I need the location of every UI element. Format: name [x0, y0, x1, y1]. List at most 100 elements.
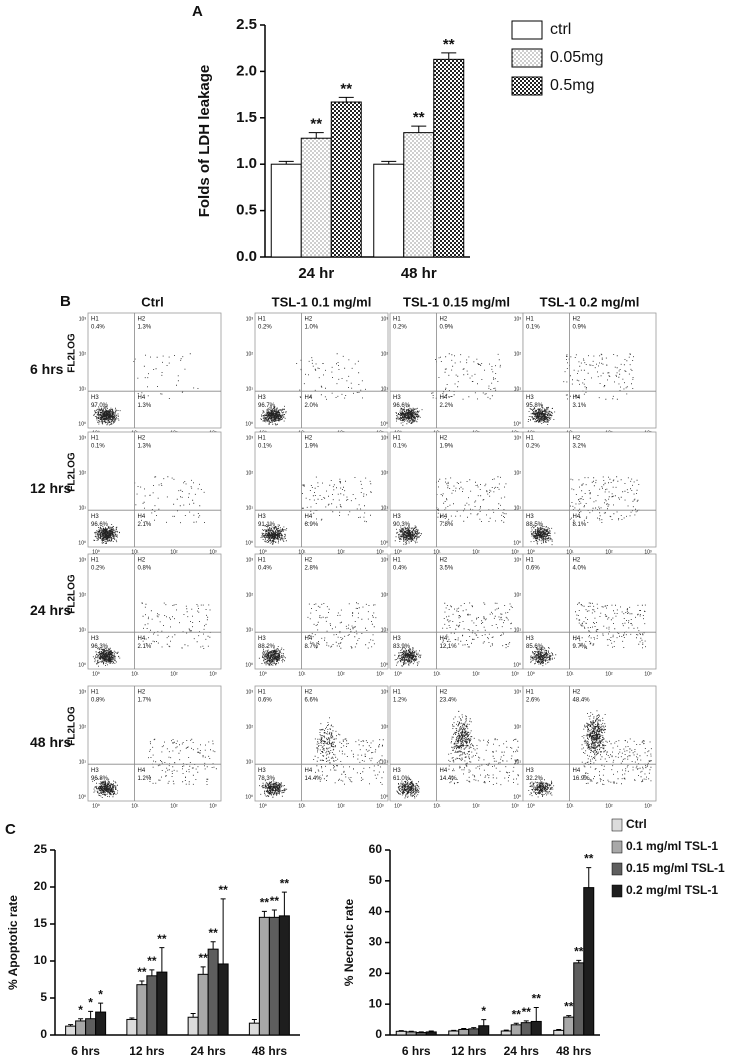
y-tick-label: 40	[369, 904, 383, 918]
bar	[583, 887, 595, 1036]
error-bar	[523, 1020, 529, 1023]
axis-tick-label: 10⁰	[78, 794, 86, 800]
bar	[403, 132, 435, 258]
error-bar	[190, 1013, 196, 1018]
axis-tick-label: 10²	[605, 803, 613, 809]
quadrant-label: H1	[393, 317, 401, 323]
axis-tick-label: 10¹	[433, 671, 441, 677]
quadrant-label: H3	[91, 514, 99, 520]
legend-swatch	[611, 818, 623, 832]
significance: **	[564, 1000, 574, 1014]
event-dots	[93, 476, 205, 544]
bar	[405, 1031, 417, 1036]
quadrant-label: H3	[526, 768, 534, 774]
quadrant-label: H4	[440, 768, 448, 774]
bar	[187, 1016, 199, 1036]
y-axis-label: FL2LOG	[67, 574, 78, 614]
axis-tick-label: 10⁰	[527, 803, 535, 809]
quadrant-percentage: 3.5%	[440, 566, 454, 572]
quadrant-label: H4	[138, 768, 146, 774]
quadrant-percentage: 0.9%	[573, 325, 587, 331]
axis-tick-label: 10²	[381, 470, 389, 476]
event-dots	[259, 717, 384, 798]
axis-tick-label: 10⁰	[259, 549, 267, 555]
quadrant-label: H1	[526, 436, 534, 442]
quadrant-label: H3	[258, 768, 266, 774]
y-tick-label: 0	[375, 1027, 382, 1041]
x-tick-label: 48 hrs	[556, 1044, 592, 1058]
y-tick-label: 60	[369, 842, 383, 856]
axis-tick-label: 10³	[246, 557, 254, 563]
axis-tick-label: 10⁰	[394, 549, 402, 555]
quadrant-percentage: 0.8%	[138, 566, 152, 572]
error-bar	[251, 1018, 257, 1024]
significance: *	[88, 995, 93, 1009]
axis-tick-label: 10²	[246, 724, 254, 730]
axis-tick-label: 10²	[79, 724, 87, 730]
quadrant-label: H1	[258, 558, 266, 564]
axis-tick-label: 10³	[209, 671, 217, 677]
quadrant-percentage: 0.6%	[526, 566, 540, 572]
quadrant-percentage: 2.1%	[138, 522, 152, 528]
event-dots	[395, 353, 501, 426]
significance: **	[208, 926, 218, 940]
y-tick-label: 0.5	[236, 202, 257, 219]
x-tick-label: 24 hrs	[190, 1044, 226, 1058]
axis-tick-label: 10¹	[246, 386, 254, 392]
axis-tick-label: 10⁰	[380, 794, 388, 800]
quadrant-percentage: 91.1%	[258, 522, 276, 528]
quadrant-percentage: 12.1%	[440, 644, 458, 650]
error-bar	[451, 1029, 457, 1031]
quadrant-label: H3	[526, 514, 534, 520]
quadrant-percentage: 32.2%	[526, 776, 544, 782]
significance: **	[532, 992, 542, 1006]
significance: **	[413, 109, 425, 126]
quadrant-percentage: 0.2%	[393, 325, 407, 331]
bar	[478, 1025, 490, 1036]
error-bar	[398, 1030, 404, 1032]
significance: **	[340, 80, 352, 97]
x-tick-label: 24 hrs	[504, 1044, 540, 1058]
quadrant-label: H4	[138, 395, 146, 401]
plot-frame	[522, 431, 657, 548]
quadrant-label: H3	[526, 395, 534, 401]
y-tick-label: 30	[369, 935, 383, 949]
quadrant-percentage: 1.9%	[440, 444, 454, 450]
quadrant-percentage: 0.6%	[258, 698, 272, 704]
error-bar	[159, 947, 165, 973]
y-tick-label: 25	[34, 842, 48, 856]
bar	[136, 984, 148, 1036]
quadrant-percentage: 1.2%	[393, 698, 407, 704]
axis-tick-label: 10²	[381, 351, 389, 357]
quadrant-label: H4	[573, 636, 581, 642]
significance: **	[157, 932, 167, 946]
quadrant-label: H2	[138, 558, 146, 564]
axis-tick-label: 10³	[376, 549, 384, 555]
y-tick-label: 15	[34, 916, 48, 930]
quadrant-label: H2	[138, 317, 146, 323]
bar	[458, 1028, 470, 1036]
panel-label: C	[5, 821, 16, 838]
legend-swatch	[511, 76, 543, 96]
y-tick-label: 10	[34, 953, 48, 967]
bar	[248, 1022, 260, 1036]
event-dots	[260, 476, 372, 545]
axis-tick-label: 10⁰	[513, 540, 521, 546]
quadrant-label: H1	[526, 317, 534, 323]
quadrant-percentage: 0.2%	[526, 444, 540, 450]
x-tick-label: 6 hrs	[71, 1044, 100, 1058]
axis-tick-label: 10⁰	[259, 671, 267, 677]
significance: *	[98, 987, 103, 1001]
axis-tick-label: 10¹	[246, 627, 254, 633]
bar	[146, 975, 158, 1036]
quadrant-label: H1	[258, 690, 266, 696]
quadrant-label: H4	[305, 395, 313, 401]
quadrant-percentage: 2.8%	[305, 566, 319, 572]
quadrant-percentage: 0.4%	[258, 566, 272, 572]
axis-tick-label: 10⁰	[92, 803, 100, 809]
plot-frame	[522, 553, 657, 670]
error-bar	[461, 1028, 467, 1030]
error-bar	[441, 52, 457, 60]
quadrant-percentage: 2.0%	[305, 403, 319, 409]
axis-tick-label: 10⁰	[527, 549, 535, 555]
